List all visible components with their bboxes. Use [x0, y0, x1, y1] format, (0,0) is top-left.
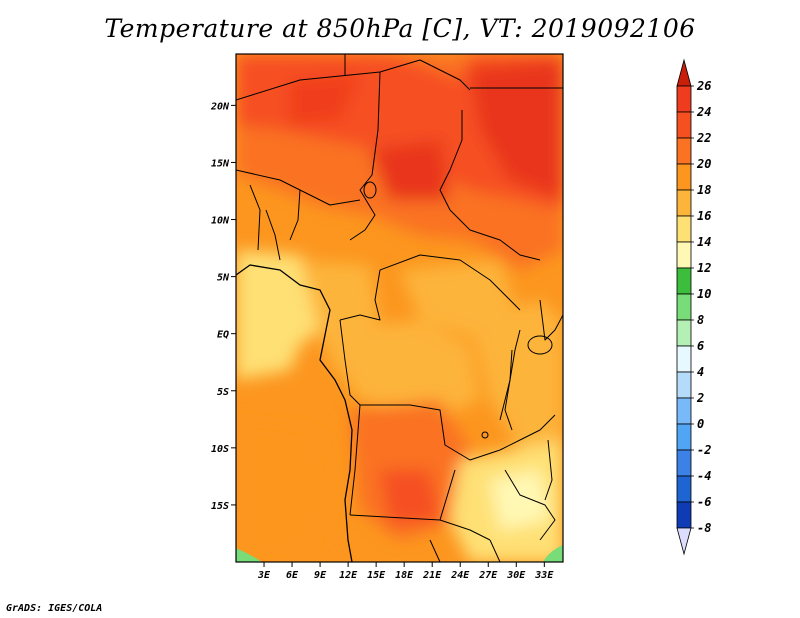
- colorbar-swatch: [676, 397, 692, 425]
- y-tick-label: 15N: [211, 158, 230, 169]
- colorbar-swatch: [676, 241, 692, 269]
- y-tick-label: 15S: [211, 501, 229, 512]
- temperature-field: [236, 54, 563, 562]
- y-tick-label: 10S: [211, 444, 229, 455]
- x-axis: 3E 6E 9E 12E 15E 18E 21E 24E 27E 30E 33E: [257, 562, 554, 581]
- x-tick-label: 30E: [506, 570, 526, 581]
- colorbar-top-arrow: [676, 58, 692, 87]
- x-tick-label: 24E: [450, 570, 470, 581]
- y-tick-label: EQ: [217, 330, 229, 341]
- colorbar-label: -2: [697, 443, 711, 457]
- y-tick-label: 5S: [217, 387, 229, 398]
- colorbar-label: 16: [697, 209, 711, 223]
- colorbar-label: 14: [697, 235, 711, 249]
- colorbar-label: 20: [696, 157, 711, 171]
- colorbar-swatch: [676, 215, 692, 243]
- colorbar-swatch: [676, 163, 692, 191]
- plot-frame: [235, 53, 564, 563]
- colorbar-label: -4: [697, 469, 711, 483]
- colorbar-label: 10: [697, 287, 711, 301]
- y-tick-label: 10N: [211, 216, 230, 227]
- colorbar-swatch: [676, 371, 692, 399]
- colorbar-label: 24: [696, 105, 711, 119]
- colorbar-label: -8: [697, 521, 711, 535]
- x-tick-label: 3E: [257, 570, 271, 581]
- x-tick-label: 18E: [395, 570, 414, 581]
- colorbar-swatch: [676, 449, 692, 477]
- x-tick-label: 6E: [286, 570, 299, 581]
- colorbar-swatch: [676, 319, 692, 347]
- colorbar-swatch: [676, 501, 692, 529]
- x-tick-label: 21E: [422, 570, 442, 581]
- colorbar-label: 4: [697, 365, 704, 379]
- grads-credit: GrADS: IGES/COLA: [6, 603, 103, 614]
- colorbar-label: 0: [697, 417, 704, 431]
- x-tick-label: 9E: [314, 570, 327, 581]
- colorbar-label: 12: [697, 261, 711, 275]
- colorbar-label: 2: [696, 391, 704, 405]
- colorbar-swatch: [676, 423, 692, 451]
- y-tick-label: 20N: [210, 101, 230, 112]
- colorbar-label: -6: [697, 495, 711, 509]
- colorbar-bottom-arrow: [676, 527, 692, 556]
- colorbar-swatch: [676, 111, 692, 139]
- y-axis: 20N 15N 10N 5N EQ 5S 10S 15S: [210, 101, 236, 512]
- x-tick-label: 27E: [478, 570, 498, 581]
- colorbar-label: 26: [696, 79, 711, 93]
- colorbar-swatch: [676, 345, 692, 373]
- colorbar-label: 8: [697, 313, 704, 327]
- colorbar-label: 6: [697, 339, 704, 353]
- colorbar-swatch: [676, 137, 692, 165]
- x-tick-label: 33E: [534, 570, 554, 581]
- x-tick-label: 12E: [339, 570, 358, 581]
- x-tick-label: 15E: [367, 570, 386, 581]
- colorbar-swatch: [676, 293, 692, 321]
- colorbar-label: 22: [696, 131, 711, 145]
- temperature-map-chart: 3E 6E 9E 12E 15E 18E 21E 24E 27E 30E 33E 20N 15N 10N…: [210, 53, 711, 581]
- colorbar-swatch: [676, 85, 692, 113]
- y-tick-label: 5N: [217, 273, 230, 284]
- colorbar-swatch: [676, 267, 692, 295]
- colorbar-swatch: [676, 189, 692, 217]
- colorbar-swatch: [676, 475, 692, 503]
- colorbar-label: 18: [697, 183, 711, 197]
- chart-title: Temperature at 850hPa [C], VT: 201909210…: [104, 14, 696, 43]
